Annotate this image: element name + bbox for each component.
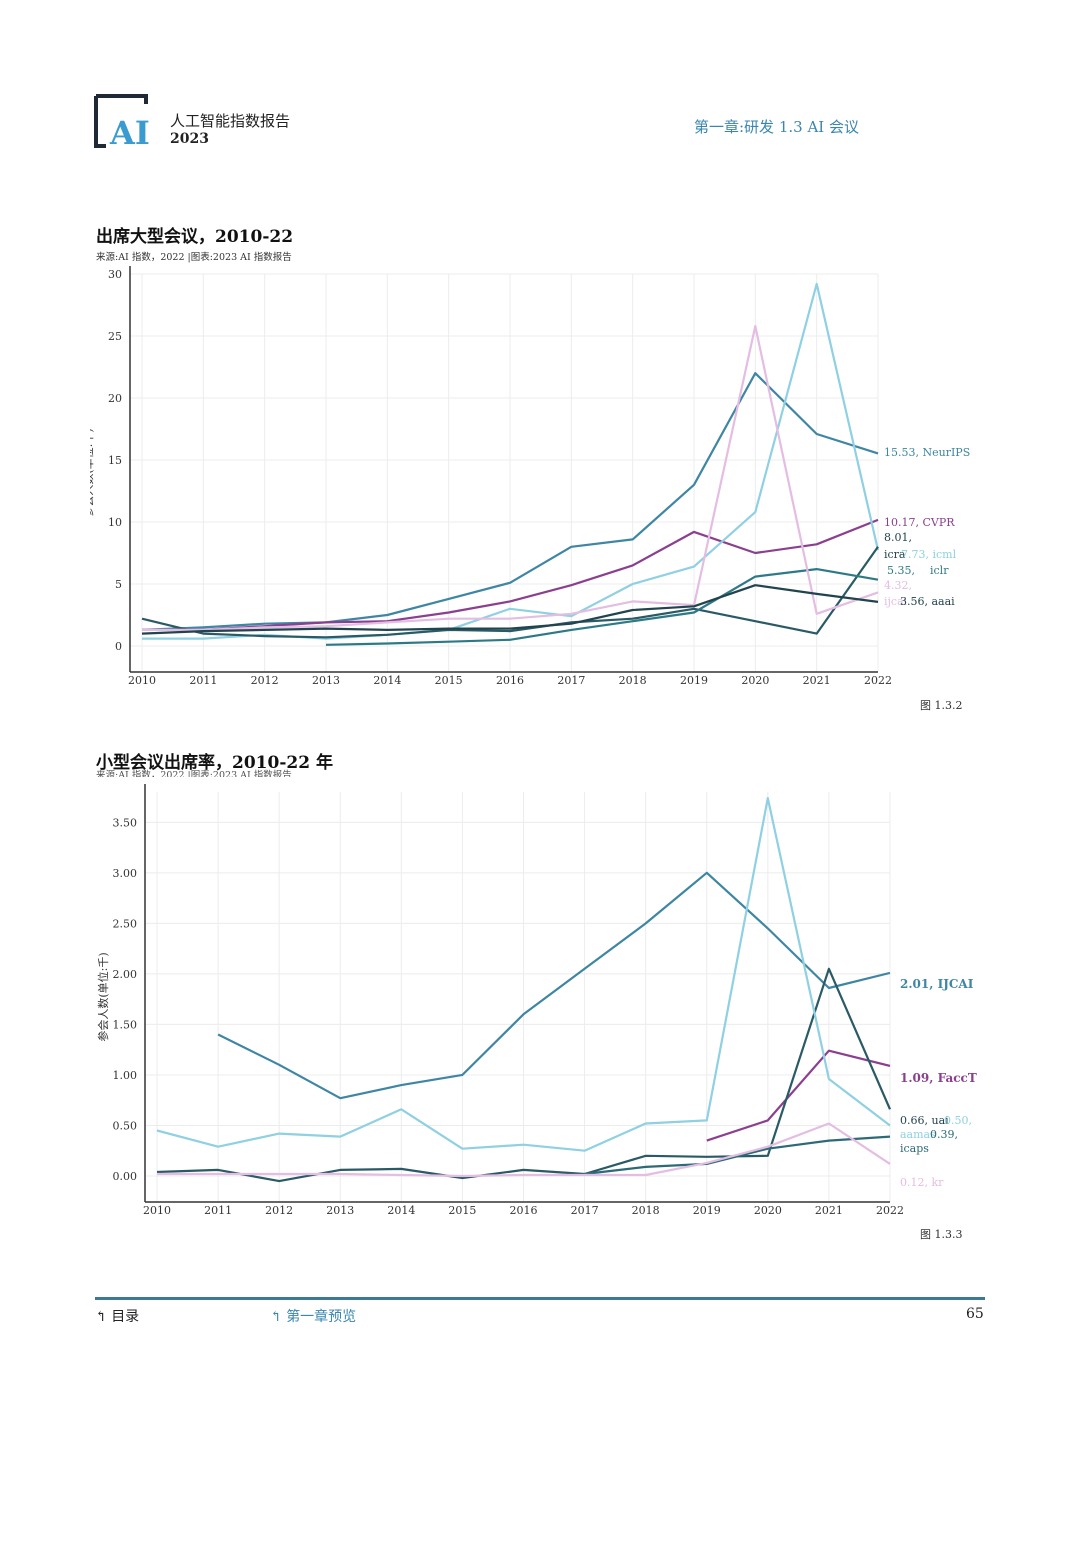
- x-tick-label: 2011: [189, 674, 217, 687]
- series-line-aaai: [141, 584, 879, 635]
- return-arrow-icon: ↰: [270, 1309, 282, 1325]
- y-tick-label: 0.00: [113, 1170, 138, 1183]
- y-tick-label: 3.00: [113, 867, 138, 880]
- report-year: 2023: [170, 131, 209, 147]
- series-end-label: 4.32,: [884, 579, 912, 592]
- report-title: 人工智能指数报告: [170, 112, 291, 130]
- series-end-label: 0.39,: [930, 1128, 958, 1141]
- series-line-iclr: [325, 568, 879, 646]
- series-end-label: icaps: [900, 1142, 929, 1155]
- series-line-ijcai: [217, 871, 891, 1100]
- series-end-label: 1.09, FaccT: [900, 1071, 977, 1085]
- y-tick-label: 2.50: [113, 917, 138, 930]
- series-end-label: 0.66, uai: [900, 1114, 949, 1127]
- y-tick-label: 2.00: [113, 968, 138, 981]
- x-tick-label: 2020: [754, 1204, 782, 1217]
- series-end-label: 0.50,: [944, 1114, 972, 1127]
- y-tick-label: 15: [108, 454, 122, 467]
- x-tick-label: 2012: [251, 674, 279, 687]
- series-line-aamas: [156, 797, 891, 1152]
- ai-index-logo: AI: [94, 94, 150, 148]
- y-axis-label: 参会人数(单位:千): [90, 428, 95, 517]
- chart1-title: 出席大型会议，2010-22: [96, 227, 294, 247]
- series-line-facct: [706, 1049, 891, 1142]
- y-axis-label: 参会人数(单位:千): [96, 952, 110, 1041]
- y-tick-label: 3.50: [113, 816, 138, 829]
- series-line-neurips: [141, 372, 879, 631]
- series-end-label: 2.01, IJCAI: [900, 977, 974, 991]
- toc-link[interactable]: ↰ 目录: [95, 1306, 139, 1326]
- toc-label: 目录: [111, 1309, 140, 1325]
- x-tick-label: 2010: [143, 1204, 171, 1217]
- x-tick-label: 2021: [815, 1204, 843, 1217]
- x-tick-label: 2014: [387, 1204, 415, 1217]
- series-end-label: 3.56, aaai: [900, 595, 955, 608]
- y-tick-label: 20: [108, 392, 122, 405]
- series-end-label: 8.01,: [884, 531, 912, 544]
- chart2-title: 小型会议出席率，2010-22 年: [96, 753, 333, 773]
- chapter-overview-label: 第一章预览: [286, 1309, 357, 1325]
- x-tick-label: 2021: [803, 674, 831, 687]
- series-end-label: 15.53, NeurIPS: [884, 446, 970, 459]
- y-tick-label: 10: [108, 516, 122, 529]
- y-tick-label: 0: [115, 640, 122, 653]
- x-tick-label: 2010: [128, 674, 156, 687]
- figure-label-2: 图 1.3.3: [920, 1228, 963, 1241]
- x-tick-label: 2022: [864, 674, 892, 687]
- x-tick-label: 2013: [312, 674, 340, 687]
- chart1-large-conferences: 0 5 10 15 20 25 30 2010 2011 2012 2013 2014 2015 2016…: [90, 266, 970, 687]
- series-end-label: 5.35,: [887, 564, 915, 577]
- chart2-small-conferences: 0.00 0.50 1.00 1.50 2.00 2.50 3.00 3.50 2010 2011…: [96, 784, 977, 1217]
- series-line-icaps: [584, 1135, 891, 1176]
- series-end-label: 7.73, icml: [901, 548, 957, 561]
- x-tick-label: 2017: [571, 1204, 599, 1217]
- y-tick-label: 1.00: [113, 1069, 138, 1082]
- x-tick-label: 2016: [496, 674, 524, 687]
- y-tick-label: 0.50: [113, 1119, 138, 1132]
- x-tick-label: 2013: [326, 1204, 354, 1217]
- series-line-cvpr: [142, 518, 879, 631]
- x-tick-label: 2014: [373, 674, 401, 687]
- y-tick-label: 1.50: [113, 1018, 138, 1031]
- chart1-source: 来源:AI 指数，2022 |图表:2023 AI 指数报告: [96, 252, 292, 263]
- x-tick-label: 2011: [204, 1204, 232, 1217]
- x-tick-label: 2016: [510, 1204, 538, 1217]
- series-end-label: ijcai: [884, 595, 908, 608]
- chapter-header[interactable]: 第一章:研发 1.3 AI 会议: [694, 118, 859, 136]
- x-tick-label: 2018: [632, 1204, 660, 1217]
- x-tick-label: 2018: [619, 674, 647, 687]
- series-end-label: 0.12, kr: [900, 1176, 944, 1189]
- series-line-kr: [157, 1122, 891, 1178]
- logo-text: AI: [109, 114, 150, 148]
- series-line-uai: [156, 967, 892, 1183]
- series-line-ijcai: [142, 325, 879, 631]
- series-line-icml: [142, 282, 880, 640]
- series-line-icra: [141, 546, 879, 639]
- figure-label-1: 图 1.3.2: [920, 699, 963, 712]
- y-tick-label: 30: [108, 268, 122, 281]
- series-end-label: 10.17, CVPR: [884, 516, 955, 529]
- page-number: 65: [966, 1306, 984, 1322]
- footer-divider: [95, 1297, 985, 1300]
- x-tick-label: 2017: [557, 674, 585, 687]
- series-end-label: iclr: [930, 564, 949, 577]
- x-tick-label: 2020: [741, 674, 769, 687]
- chart2-source: 来源:AI 指数，2022 |图表:2023 AI 指数报告: [96, 770, 292, 777]
- x-tick-label: 2019: [680, 674, 708, 687]
- series-end-label: aamas: [900, 1128, 936, 1141]
- chapter-overview-link[interactable]: ↰ 第一章预览: [270, 1306, 356, 1326]
- return-arrow-icon: ↰: [95, 1309, 107, 1325]
- x-tick-label: 2012: [265, 1204, 293, 1217]
- y-tick-label: 25: [108, 330, 122, 343]
- series-end-label: icra: [884, 548, 906, 561]
- x-tick-label: 2019: [693, 1204, 721, 1217]
- y-tick-label: 5: [115, 578, 122, 591]
- x-tick-label: 2015: [435, 674, 463, 687]
- x-tick-label: 2022: [876, 1204, 904, 1217]
- x-tick-label: 2015: [448, 1204, 476, 1217]
